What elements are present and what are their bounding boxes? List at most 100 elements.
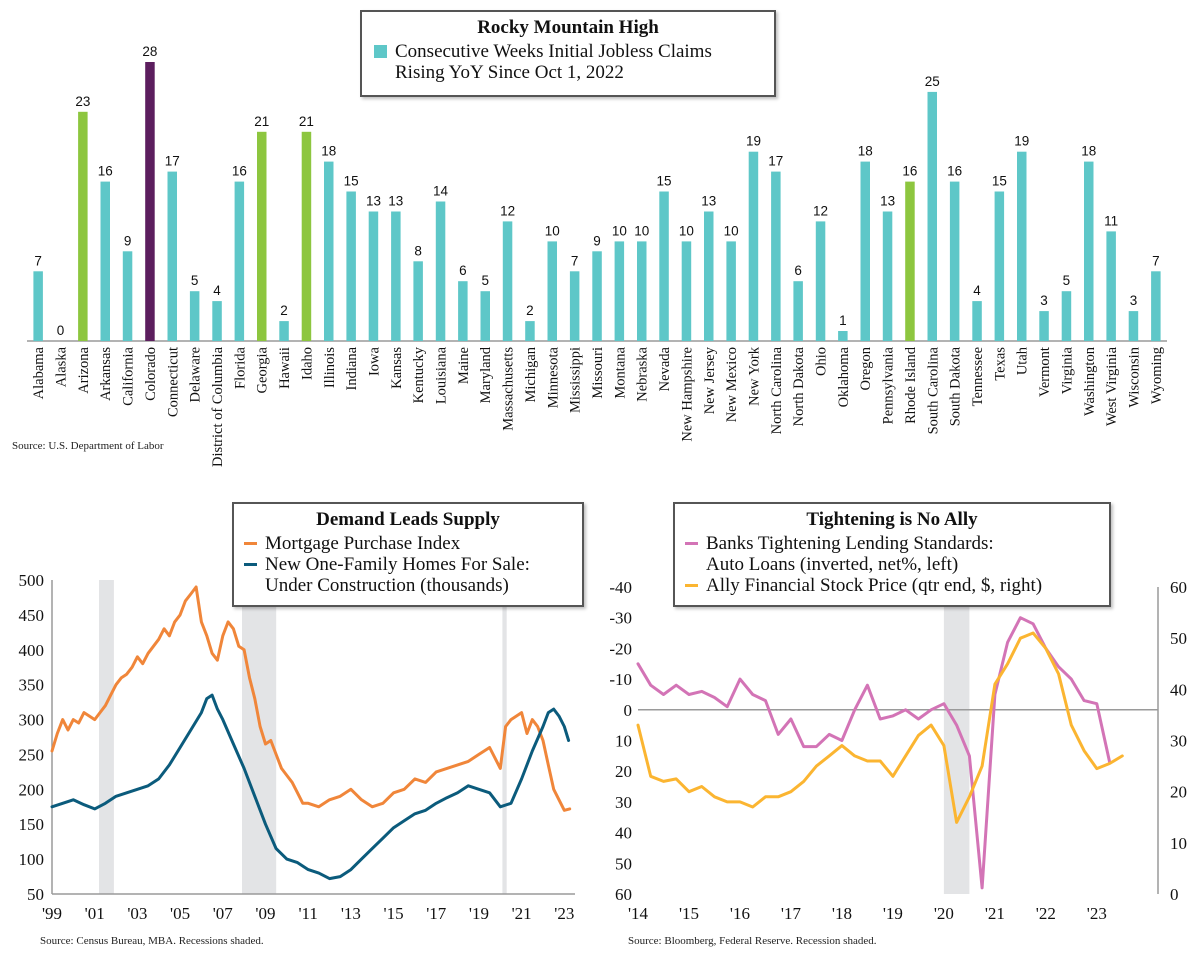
x-tick-label: South Dakota xyxy=(948,346,964,426)
left-y-tick-label: 0 xyxy=(624,701,633,720)
bar xyxy=(1061,291,1072,341)
x-tick-label: New York xyxy=(747,346,763,406)
bar xyxy=(771,171,781,341)
bar-value-label: 19 xyxy=(1014,134,1029,149)
bar xyxy=(33,271,43,342)
bar xyxy=(391,211,401,341)
bar-value-label: 0 xyxy=(57,323,65,338)
bar-value-label: 5 xyxy=(481,273,489,288)
x-tick-label: Oregon xyxy=(858,346,874,390)
bar-value-label: 3 xyxy=(1040,293,1048,308)
top-legend-line2: Rising YoY Since Oct 1, 2022 xyxy=(395,62,624,83)
bar-value-label: 9 xyxy=(124,233,132,248)
bar-value-label: 15 xyxy=(344,174,359,189)
right-y-tick-label: 20 xyxy=(1170,783,1187,802)
bar-value-label: 16 xyxy=(98,164,113,179)
y-tick-label: 100 xyxy=(19,850,45,869)
x-tick-label: Texas xyxy=(992,347,1008,381)
bar-value-label: 16 xyxy=(947,164,962,179)
x-tick-label: '15 xyxy=(384,904,404,923)
left-legend-series1: Mortgage Purchase Index xyxy=(265,533,461,554)
x-tick-label: '19 xyxy=(883,904,903,923)
x-tick-label: Georgia xyxy=(255,346,271,393)
bar xyxy=(257,131,267,341)
x-tick-label: West Virginia xyxy=(1104,346,1120,426)
x-tick-label: '23 xyxy=(1087,904,1107,923)
auto-loan-tightening-line xyxy=(636,616,1112,890)
bar-value-label: 10 xyxy=(612,223,627,238)
bar-value-label: 7 xyxy=(34,253,42,268)
bar-value-label: 28 xyxy=(142,44,157,59)
bar-value-label: 18 xyxy=(858,144,873,159)
bar xyxy=(1017,151,1027,341)
bar-value-label: 21 xyxy=(254,114,269,129)
y-tick-label: 450 xyxy=(19,606,45,625)
bar-value-label: 10 xyxy=(724,223,739,238)
bar-value-label: 17 xyxy=(165,154,180,169)
bar-value-label: 3 xyxy=(1130,293,1138,308)
bar-value-label: 13 xyxy=(366,193,381,208)
bar xyxy=(167,171,177,341)
x-tick-label: '17 xyxy=(781,904,802,923)
x-tick-label: Virginia xyxy=(1059,346,1075,394)
x-tick-label: District of Columbia xyxy=(210,346,226,467)
bar xyxy=(122,251,133,341)
x-tick-label: '01 xyxy=(85,904,105,923)
bar xyxy=(815,221,826,341)
x-tick-label: '20 xyxy=(934,904,954,923)
x-tick-label: Wyoming xyxy=(1149,347,1165,404)
bar-value-label: 13 xyxy=(388,193,403,208)
x-tick-label: Arizona xyxy=(76,346,92,393)
bar xyxy=(547,241,557,341)
x-tick-label: '07 xyxy=(213,904,234,923)
bar xyxy=(346,191,356,341)
left-source-note: Source: Census Bureau, MBA. Recessions s… xyxy=(40,935,264,947)
bar xyxy=(234,181,245,341)
bar xyxy=(681,241,692,341)
bar xyxy=(435,201,446,341)
x-tick-label: '23 xyxy=(554,904,574,923)
x-tick-label: Tennessee xyxy=(970,347,986,406)
bar-value-label: 10 xyxy=(679,223,694,238)
x-tick-label: Mississippi xyxy=(568,347,584,413)
bar xyxy=(905,181,915,341)
left-legend-series2-line2: Under Construction (thousands) xyxy=(265,575,509,596)
x-tick-label: Illinois xyxy=(322,347,338,388)
x-tick-label: New Mexico xyxy=(724,347,740,422)
x-tick-label: Missouri xyxy=(590,347,606,399)
x-tick-label: Maryland xyxy=(478,346,494,403)
left-y-tick-label: 60 xyxy=(615,885,632,904)
ally-stock-price-line xyxy=(636,631,1124,824)
bar xyxy=(614,241,625,341)
bar-value-label: 4 xyxy=(973,283,981,298)
bar xyxy=(480,291,490,341)
left-y-tick-label: 20 xyxy=(615,762,632,781)
bar-value-label: 12 xyxy=(500,203,515,218)
bar xyxy=(1128,311,1139,341)
right-legend-series1-line1: Banks Tightening Lending Standards: xyxy=(706,533,994,554)
x-tick-label: '09 xyxy=(255,904,275,923)
bar xyxy=(212,301,222,341)
right-legend-series1-line2: Auto Loans (inverted, net%, left) xyxy=(706,554,959,575)
top-legend-label: Consecutive Weeks Initial Jobless Claims… xyxy=(395,41,712,83)
bar-value-label: 6 xyxy=(459,263,467,278)
bar-value-label: 6 xyxy=(794,263,802,278)
right-legend-entry-1: Banks Tightening Lending Standards: Auto… xyxy=(683,533,1101,575)
x-tick-label: Oklahoma xyxy=(836,346,852,407)
bar xyxy=(502,221,513,341)
x-tick-label: Maine xyxy=(456,347,472,384)
x-tick-label: Massachusetts xyxy=(501,347,517,431)
teal-swatch xyxy=(374,45,387,58)
bar xyxy=(189,291,200,341)
bar xyxy=(704,211,714,341)
bar-value-label: 5 xyxy=(1063,273,1071,288)
x-tick-label: '14 xyxy=(628,904,649,923)
x-tick-label: South Carolina xyxy=(925,346,941,434)
bar-value-label: 21 xyxy=(299,114,314,129)
top-source-note: Source: U.S. Department of Labor xyxy=(12,440,164,452)
x-tick-label: '03 xyxy=(127,904,147,923)
right-y-tick-label: 50 xyxy=(1170,629,1187,648)
x-tick-label: Florida xyxy=(232,346,248,388)
x-tick-label: Louisiana xyxy=(434,346,450,404)
y-tick-label: 150 xyxy=(19,815,45,834)
